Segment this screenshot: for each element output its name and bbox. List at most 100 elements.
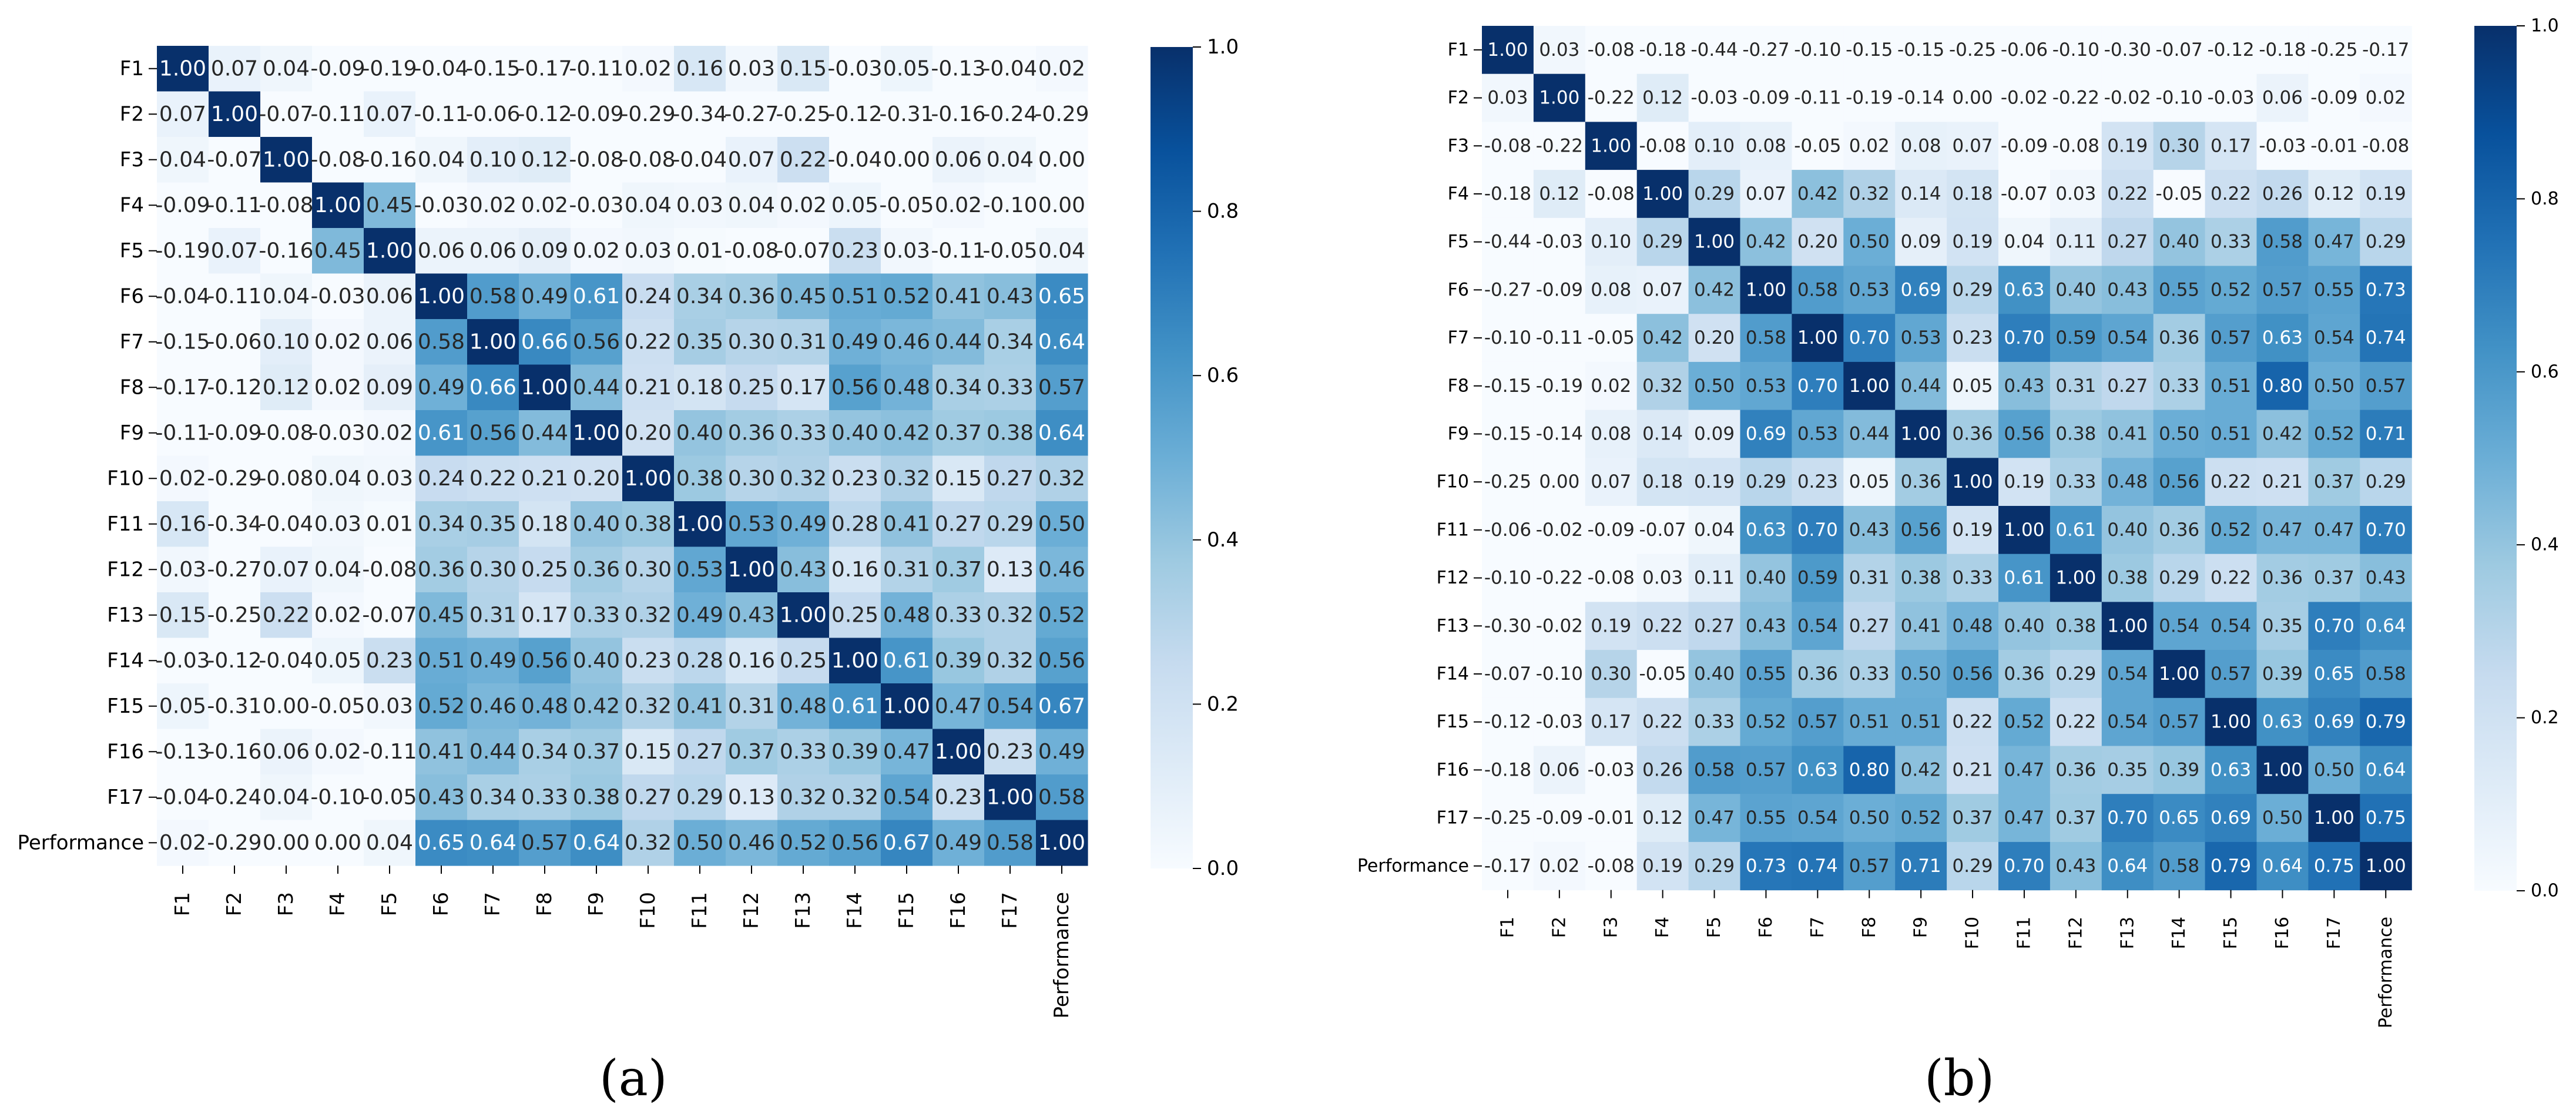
- heatmap-b-cell: [2101, 697, 2154, 747]
- heatmap-b-cell: [2101, 217, 2154, 267]
- heatmap-a-value-label: 0.36: [418, 558, 465, 582]
- heatmap-b-cell: [1998, 170, 2051, 219]
- heatmap-a-cell: [829, 364, 881, 411]
- heatmap-b-cell: [1998, 602, 2051, 650]
- heatmap-b-value-label: 0.56: [1953, 663, 1993, 685]
- heatmap-a-cell: [467, 820, 519, 866]
- heatmap-b-cell: [1843, 73, 1896, 122]
- heatmap-b-cell: [1585, 841, 1638, 891]
- heatmap-a-cell: [622, 410, 675, 457]
- heatmap-b-cell: [2050, 458, 2102, 506]
- heatmap-a-value-label: 0.03: [366, 467, 413, 491]
- heatmap-a-value-label: 0.65: [418, 831, 465, 855]
- heatmap-b-value-label: 0.42: [1694, 279, 1735, 300]
- heatmap-a-ytick-label: F16: [107, 740, 144, 763]
- heatmap-a-value-label: 1.00: [676, 512, 723, 536]
- heatmap-b-cell: [1843, 650, 1896, 699]
- heatmap-a-value-label: 0.24: [625, 284, 672, 308]
- heatmap-a-ytick-label: F8: [120, 375, 144, 399]
- heatmap-a-cell: [157, 228, 209, 274]
- heatmap-a-value-label: -0.05: [310, 694, 365, 718]
- heatmap-a-cell: [312, 501, 364, 548]
- heatmap-b-cell: [2101, 841, 2154, 891]
- heatmap-b-value-label: 0.20: [1694, 327, 1735, 348]
- heatmap-a-cell: [984, 683, 1037, 730]
- heatmap-b-cell: [2101, 410, 2154, 458]
- heatmap-b-cell: [1740, 794, 1792, 843]
- heatmap-a-cell: [726, 729, 778, 775]
- heatmap-b-cell: [1843, 602, 1896, 650]
- heatmap-a-xtick-label: F13: [791, 892, 815, 929]
- heatmap-b-value-label: 0.52: [2314, 423, 2354, 444]
- heatmap-a-value-label: 0.29: [987, 512, 1034, 536]
- panel-label-a: (a): [599, 1049, 668, 1107]
- heatmap-a-cell: [777, 455, 830, 502]
- heatmap-b-cell: [1533, 458, 1586, 506]
- heatmap-a-cell: [881, 228, 933, 274]
- heatmap-a-cell: [467, 410, 519, 457]
- heatmap-a-cell: [209, 273, 261, 320]
- heatmap-b-value-label: 0.22: [1953, 712, 1993, 733]
- heatmap-a-value-label: 1.00: [728, 558, 775, 582]
- heatmap-a-value-label: -0.13: [155, 740, 210, 764]
- heatmap-a-cell: [312, 273, 364, 320]
- heatmap-b-value-label: 0.41: [1901, 615, 1941, 636]
- heatmap-a-value-label: 0.28: [831, 512, 878, 536]
- heatmap-a-cell: [933, 364, 985, 411]
- heatmap-a-cell: [312, 410, 364, 457]
- heatmap-a-cell: [209, 182, 261, 229]
- heatmap-a-value-label: -0.29: [1034, 102, 1089, 126]
- heatmap-a-value-label: 0.46: [1038, 558, 1085, 582]
- heatmap-b-value-label: 0.22: [2107, 183, 2148, 204]
- heatmap-a-value-label: -0.12: [517, 102, 572, 126]
- heatmap-a-cell: [881, 46, 933, 92]
- heatmap-b-value-label: 0.00: [1539, 471, 1579, 492]
- heatmap-a-cell: [984, 91, 1037, 137]
- heatmap-b-value-label: -0.08: [1484, 135, 1531, 156]
- heatmap-b-value-label: 0.18: [1953, 183, 1993, 204]
- heatmap-a-value-label: -0.11: [207, 193, 261, 217]
- heatmap-b-value-label: 0.50: [1849, 232, 1890, 253]
- heatmap-b-cell: [1533, 122, 1586, 170]
- heatmap-a-value-label: 1.00: [883, 694, 930, 718]
- heatmap-a-value-label: 0.27: [935, 512, 982, 536]
- heatmap-a-cell: [933, 774, 985, 821]
- heatmap-b-value-label: 0.17: [1591, 712, 1631, 733]
- heatmap-a-ytick-label: F14: [107, 649, 144, 672]
- heatmap-a-cell: [571, 319, 623, 365]
- heatmap-b-ytick-label: F12: [1437, 568, 1469, 588]
- heatmap-a-value-label: 0.04: [159, 147, 206, 172]
- heatmap-a-xtick-label: F9: [585, 892, 608, 916]
- heatmap-a-cell: [157, 501, 209, 548]
- heatmap-b-value-label: 0.70: [1797, 519, 1838, 541]
- heatmap-a-cell: [519, 729, 571, 775]
- heatmap-a-cell: [209, 228, 261, 274]
- heatmap-a-cell: [881, 182, 933, 229]
- heatmap-a-value-label: 0.45: [418, 603, 465, 627]
- heatmap-b-value-label: 0.29: [2159, 568, 2199, 589]
- heatmap-b-cell: [1792, 314, 1844, 363]
- heatmap-b-cell: [1895, 266, 1947, 314]
- heatmap-b-cell: [1533, 746, 1586, 794]
- heatmap-b-cell: [1688, 841, 1741, 891]
- heatmap-b-cell: [1636, 410, 1689, 458]
- heatmap-b-cell: [1740, 122, 1792, 170]
- panel-label-b: (b): [1924, 1049, 1995, 1107]
- heatmap-b-cell: [2308, 746, 2360, 794]
- heatmap-b-cell: [2050, 217, 2102, 267]
- heatmap-a-cell: [674, 774, 726, 821]
- heatmap-b-cell: [1740, 170, 1792, 219]
- heatmap-b-cell: [2153, 841, 2206, 891]
- heatmap-b-cell: [2205, 697, 2258, 747]
- heatmap-b-value-label: -0.22: [1536, 135, 1583, 156]
- heatmap-a-cell: [519, 546, 571, 593]
- heatmap-a-value-label: 0.22: [263, 603, 310, 627]
- heatmap-a-value-label: 0.04: [987, 147, 1034, 172]
- heatmap-a-cell: [984, 46, 1037, 92]
- heatmap-b-cell: [1533, 217, 1586, 267]
- heatmap-a-cell: [622, 91, 675, 137]
- heatmap-a-cell: [209, 410, 261, 457]
- heatmap-a-cell: [1036, 319, 1088, 365]
- heatmap-a-cell: [674, 182, 726, 229]
- heatmap-b-value-label: 0.59: [2055, 327, 2096, 348]
